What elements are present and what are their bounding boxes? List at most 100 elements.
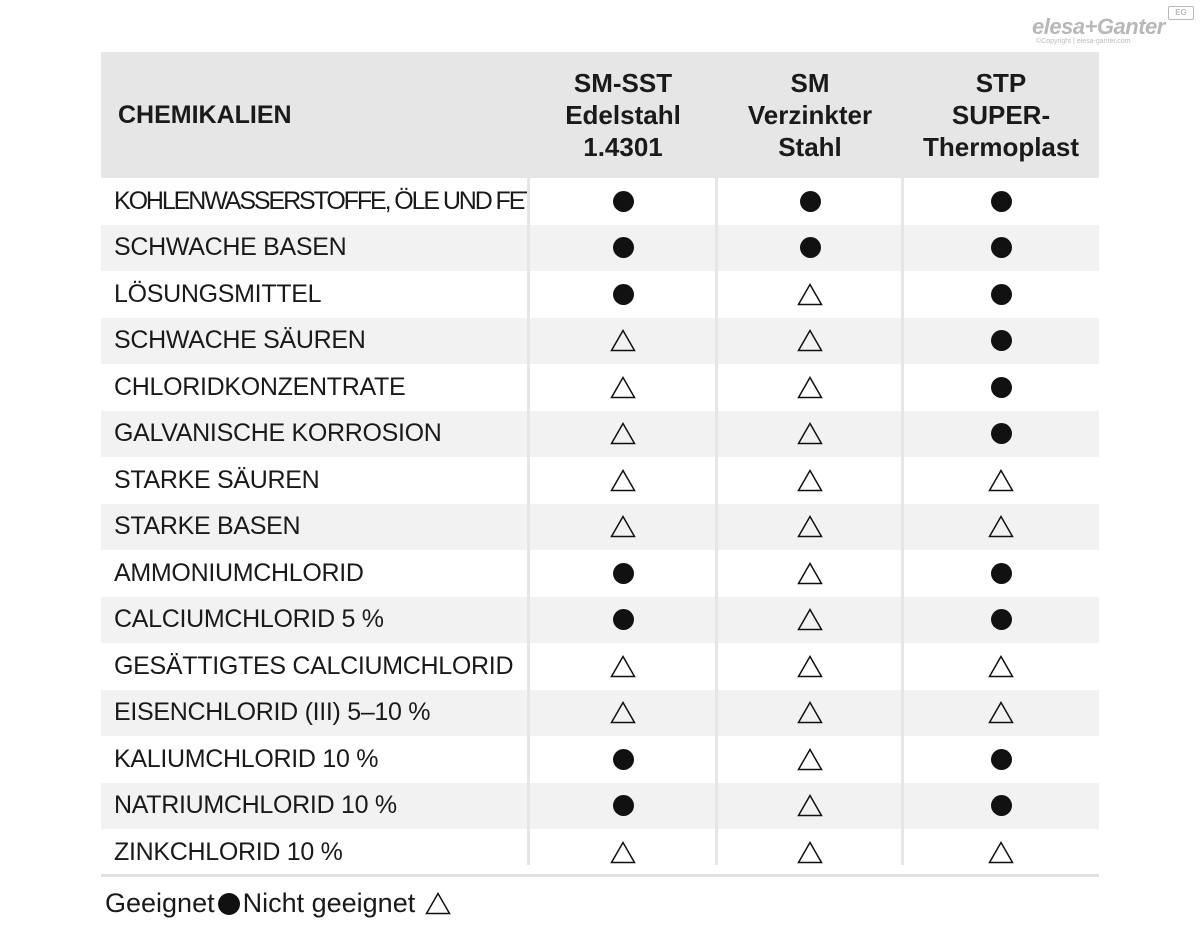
rating-cell-sm-sst [529, 457, 717, 504]
rating-cell-sm-sst [529, 504, 717, 551]
rating-cell-sm [717, 550, 903, 597]
rating-cell-sm [717, 643, 903, 690]
rating-cell-sm [717, 411, 903, 458]
chemical-name: GALVANISCHE KORROSION [114, 419, 442, 448]
table-row: ZINKCHLORID 10 % [101, 829, 1099, 876]
table-row: LÖSUNGSMITTEL [101, 271, 1099, 318]
rating-cell-sm-sst [529, 550, 717, 597]
header-stp-line-1: STP [975, 68, 1027, 98]
table-row: SCHWACHE BASEN [101, 224, 1099, 272]
header-sm-line-1: SM [790, 68, 830, 98]
outline-triangle-icon [797, 515, 823, 538]
header-stp: STP SUPER- Thermoplast [903, 52, 1099, 178]
filled-circle-icon [612, 748, 634, 770]
filled-circle-icon [990, 562, 1012, 584]
outline-triangle-icon [988, 468, 1014, 491]
outline-triangle-icon [797, 422, 823, 445]
outline-triangle-icon [610, 840, 636, 863]
outline-triangle-icon [988, 515, 1014, 538]
rating-cell-sm [717, 225, 903, 272]
rating-cell-sm [717, 178, 903, 225]
header-sm-sst: SM-SST Edelstahl 1.4301 [529, 52, 717, 178]
chemical-name: KOHLENWASSERSTOFFE, ÖLE UND FETTE [114, 186, 529, 215]
column-divider [901, 178, 904, 865]
outline-triangle-icon [797, 654, 823, 677]
chemical-name: STARKE SÄUREN [114, 465, 320, 494]
outline-triangle-icon [797, 701, 823, 724]
header-sm-sst-line-2: Edelstahl [565, 100, 681, 130]
header-sm-sst-line-1: SM-SST [573, 68, 673, 98]
table-row: GESÄTTIGTES CALCIUMCHLORID [101, 643, 1099, 690]
rating-cell-sm-sst [529, 643, 717, 690]
outline-triangle-icon [797, 561, 823, 584]
rating-cell-sm-sst [529, 411, 717, 458]
filled-circle-icon [990, 795, 1012, 817]
outline-triangle-icon [797, 794, 823, 817]
chemical-name: SCHWACHE BASEN [114, 233, 347, 262]
rating-cell-sm-sst [529, 271, 717, 318]
table-row: KALIUMCHLORID 10 % [101, 736, 1099, 783]
rating-cell-sm [717, 690, 903, 737]
chemical-name: SCHWACHE SÄUREN [114, 326, 366, 355]
table-body: KOHLENWASSERSTOFFE, ÖLE UND FETTE SCHWACH… [101, 178, 1099, 876]
filled-circle-icon [612, 283, 634, 305]
chemical-name: LÖSUNGSMITTEL [114, 279, 322, 308]
chemical-name: CHLORIDKONZENTRATE [114, 372, 406, 401]
header-chemicals: CHEMIKALIEN [118, 101, 292, 129]
table-row: AMMONIUMCHLORID [101, 550, 1099, 597]
header-sm-line-2: Verzinkter [747, 100, 873, 130]
outline-triangle-icon [988, 654, 1014, 677]
header-sm-line-3: Stahl [778, 132, 842, 162]
table-row: EISENCHLORID (III) 5–10 % [101, 689, 1099, 737]
header-stp-line-3: Thermoplast [922, 132, 1080, 162]
rating-cell-sm [717, 736, 903, 783]
rating-cell-stp [903, 643, 1099, 690]
outline-triangle-icon [610, 654, 636, 677]
column-divider [715, 178, 718, 865]
rating-cell-stp [903, 504, 1099, 551]
rating-cell-sm [717, 271, 903, 318]
rating-cell-stp [903, 318, 1099, 365]
rating-cell-stp [903, 829, 1099, 876]
outline-triangle-icon [797, 747, 823, 770]
rating-cell-stp [903, 550, 1099, 597]
rating-cell-sm-sst [529, 783, 717, 830]
rating-cell-sm [717, 783, 903, 830]
rating-cell-sm-sst [529, 178, 717, 225]
filled-circle-icon [612, 237, 634, 259]
rating-cell-sm-sst [529, 829, 717, 876]
rating-cell-sm-sst [529, 318, 717, 365]
chemical-name: NATRIUMCHLORID 10 % [114, 791, 397, 820]
filled-circle-icon [612, 190, 634, 212]
table-row: STARKE SÄUREN [101, 457, 1099, 504]
table-row: CALCIUMCHLORID 5 % [101, 596, 1099, 644]
rating-cell-sm-sst [529, 690, 717, 737]
filled-circle-icon [990, 190, 1012, 212]
rating-cell-sm-sst [529, 736, 717, 783]
rating-cell-sm [717, 504, 903, 551]
outline-triangle-icon [797, 840, 823, 863]
outline-triangle-icon [425, 892, 452, 915]
rating-cell-sm-sst [529, 225, 717, 272]
legend-suitable-label: Geeignet [105, 888, 215, 918]
filled-circle-icon [990, 237, 1012, 259]
legend: Geeignet Nicht geeignet [105, 888, 452, 919]
rating-cell-sm-sst [529, 364, 717, 411]
rating-cell-sm-sst [529, 597, 717, 644]
table-bottom-rule [101, 873, 1099, 877]
filled-circle-icon [990, 423, 1012, 445]
outline-triangle-icon [610, 515, 636, 538]
rating-cell-stp [903, 225, 1099, 272]
outline-triangle-icon [610, 468, 636, 491]
chemical-name: KALIUMCHLORID 10 % [114, 744, 379, 773]
rating-cell-stp [903, 736, 1099, 783]
rating-cell-stp [903, 783, 1099, 830]
filled-circle-icon [799, 237, 821, 259]
table-row: NATRIUMCHLORID 10 % [101, 782, 1099, 830]
rating-cell-stp [903, 597, 1099, 644]
rating-cell-sm [717, 364, 903, 411]
header-stp-line-2: SUPER- [951, 100, 1051, 130]
table-row: SCHWACHE SÄUREN [101, 317, 1099, 365]
chemical-name: EISENCHLORID (III) 5–10 % [114, 698, 431, 727]
logo-copyright: ©Copyright | elesa-ganter.com [1036, 38, 1131, 45]
